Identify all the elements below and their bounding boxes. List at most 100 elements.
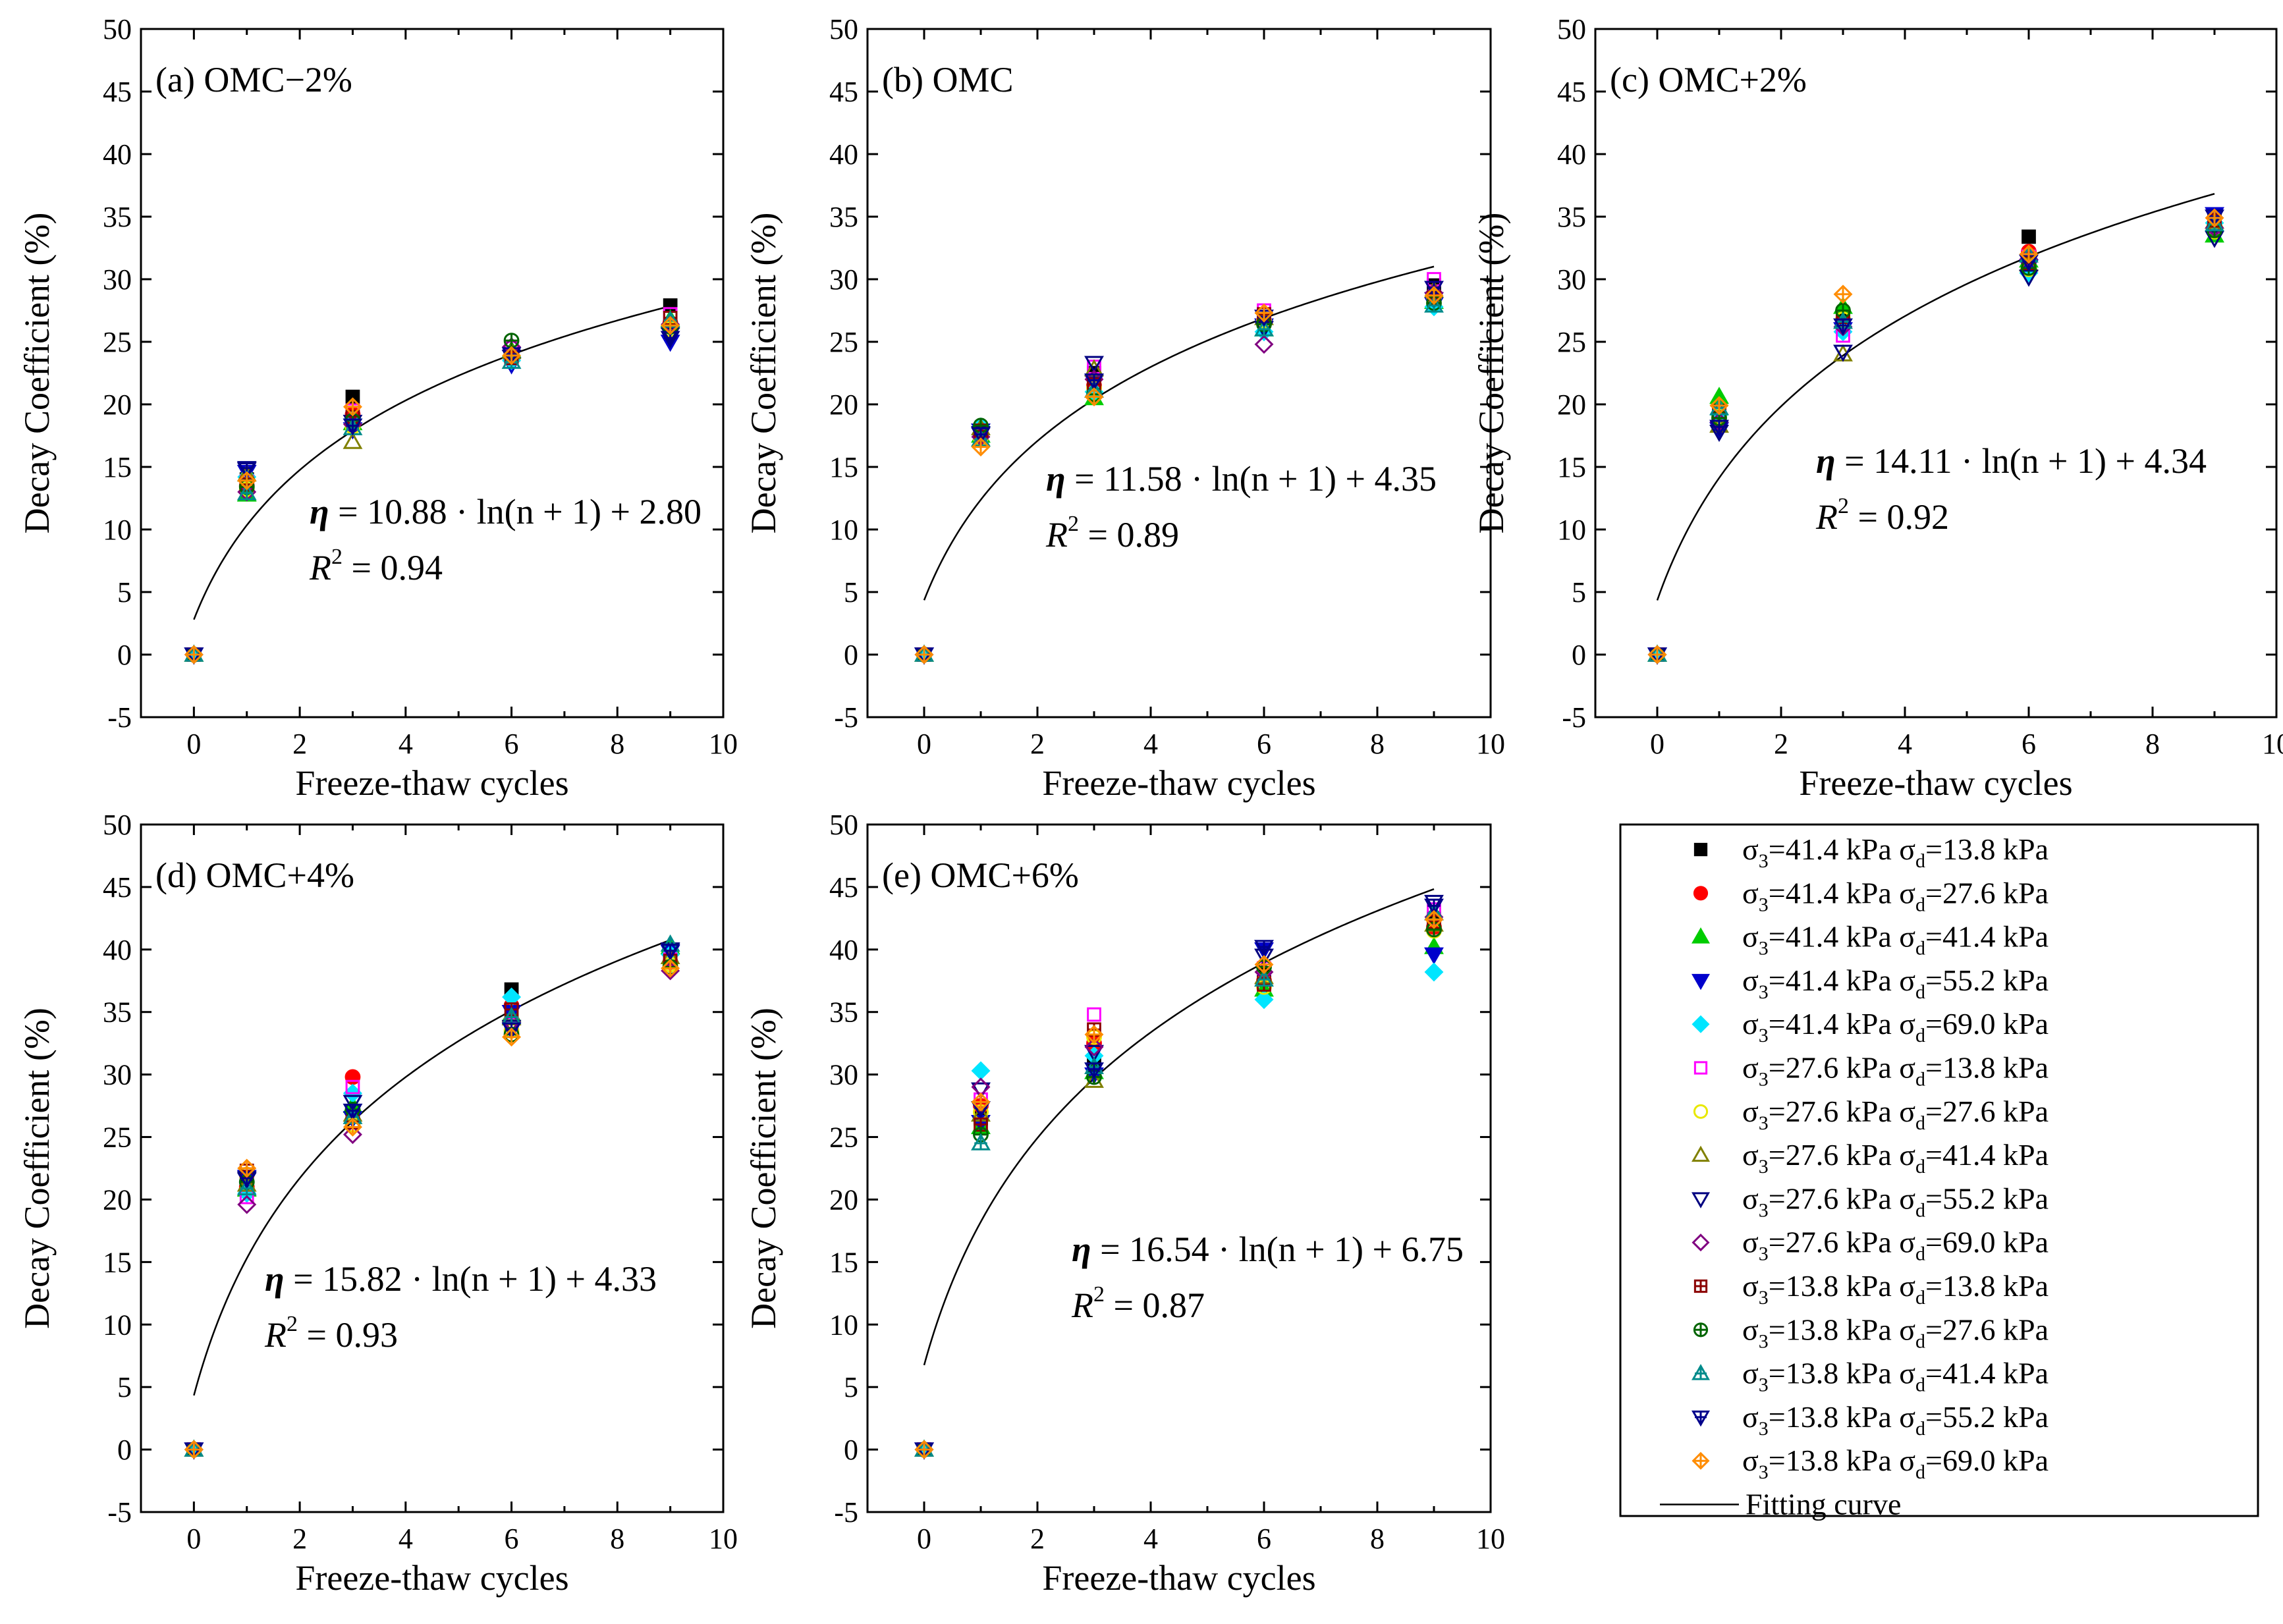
legend-item: σ3=13.8 kPa σd=69.0 kPa: [1692, 1444, 2049, 1483]
legend-sigmad-value: =13.8 kPa: [1925, 1051, 2049, 1085]
data-point: [2205, 208, 2224, 228]
y-tick-label: 45: [829, 871, 858, 904]
y-tick-label: 25: [1557, 326, 1586, 358]
y-tick-label: 35: [103, 201, 132, 233]
data-point: [1084, 1037, 1104, 1057]
y-tick-label: 5: [1572, 576, 1586, 609]
legend-sigma3-symbol: σ: [1742, 1226, 1759, 1259]
legend-label: σ3=41.4 kPa σd=27.6 kPa: [1742, 876, 2049, 915]
legend-sigma3-value: =27.6 kPa: [1769, 1051, 1899, 1085]
legend-sigmad-sub: d: [1915, 981, 1925, 1003]
legend-sigmad-symbol: σ: [1899, 1226, 1915, 1259]
legend-sigmad-sub: d: [1915, 1287, 1925, 1309]
x-tick-label: 2: [292, 728, 307, 760]
y-tick-label: 0: [1572, 639, 1586, 671]
y-tick-label: 0: [844, 639, 858, 671]
data-points: [1647, 207, 2224, 665]
data-point: [343, 418, 363, 436]
y-tick-label: 20: [103, 1183, 132, 1216]
legend-sigma3-sub: 3: [1759, 850, 1769, 872]
y-tick-label: 50: [829, 809, 858, 841]
legend-item: σ3=27.6 kPa σd=27.6 kPa: [1693, 1095, 2049, 1134]
legend-label: σ3=27.6 kPa σd=41.4 kPa: [1742, 1138, 2049, 1177]
legend-item: σ3=27.6 kPa σd=55.2 kPa: [1692, 1181, 2049, 1221]
legend-sigma3-value: =13.8 kPa: [1769, 1400, 1899, 1434]
legend-sigma3-sub: 3: [1759, 1374, 1769, 1396]
legend-sigmad-sub: d: [1915, 1156, 1925, 1177]
y-tick-label: 50: [829, 13, 858, 45]
data-point: [343, 397, 362, 417]
data-point: [914, 645, 934, 664]
data-point: [502, 346, 522, 365]
r-squared: R2 = 0.93: [264, 1312, 398, 1355]
data-point: [1254, 955, 1274, 975]
legend-sigmad-symbol: σ: [1899, 1051, 1915, 1085]
legend-sigmad-symbol: σ: [1899, 1007, 1915, 1041]
legend-sigma3-sub: 3: [1759, 1069, 1769, 1091]
x-tick-label: 0: [917, 728, 931, 760]
y-axis-label: Decay Coefficient (%): [17, 1008, 57, 1329]
x-axis-label: Freeze-thaw cycles: [295, 1558, 568, 1598]
legend-sigmad-symbol: σ: [1899, 920, 1915, 954]
legend-label: σ3=13.8 kPa σd=27.6 kPa: [1742, 1313, 2049, 1352]
r-squared-value: = 0.89: [1079, 515, 1179, 555]
x-tick-label: 2: [1030, 1523, 1045, 1555]
y-tick-label: 30: [829, 1059, 858, 1091]
legend-sigma3-symbol: σ: [1742, 1444, 1759, 1477]
legend-label: σ3=27.6 kPa σd=55.2 kPa: [1742, 1181, 2049, 1221]
r-squared-symbol: R: [309, 548, 331, 587]
equation-eta: η: [1816, 441, 1836, 481]
fit-equation: η = 11.58 · ln(n + 1) + 4.35: [1046, 459, 1437, 499]
y-tick-label: 5: [844, 1371, 858, 1403]
x-tick-label: 4: [1143, 728, 1158, 760]
y-tick-label: 30: [829, 263, 858, 296]
legend-sigmad-symbol: σ: [1899, 1181, 1915, 1215]
x-tick-label: 8: [2145, 728, 2160, 760]
data-points: [184, 934, 680, 1460]
legend-label: σ3=13.8 kPa σd=41.4 kPa: [1742, 1357, 2049, 1396]
legend-sigmad-sub: d: [1915, 894, 1925, 915]
panel-label: (a) OMC−2%: [155, 60, 352, 99]
y-tick-label: 45: [103, 76, 132, 108]
legend-label: σ3=41.4 kPa σd=55.2 kPa: [1742, 963, 2049, 1003]
legend-marker: [1692, 1364, 1710, 1380]
legend-sigmad-value: =55.2 kPa: [1925, 963, 2049, 997]
legend-sigma3-sub: 3: [1759, 938, 1769, 960]
legend-sigmad-value: =69.0 kPa: [1925, 1007, 2049, 1041]
x-tick-label: 8: [1370, 728, 1385, 760]
x-tick-label: 6: [1257, 728, 1271, 760]
legend-sigma3-value: =41.4 kPa: [1769, 876, 1899, 909]
equation-body: = 11.58 · ln(n + 1) + 4.35: [1066, 459, 1437, 499]
data-point: [1084, 1062, 1104, 1080]
x-tick-label: 2: [1774, 728, 1788, 760]
y-tick-label: 0: [844, 1434, 858, 1466]
data-point: [971, 437, 991, 457]
legend-marker: [1692, 1015, 1710, 1033]
y-tick-label: 10: [103, 1309, 132, 1341]
legend-sigmad-value: =55.2 kPa: [1925, 1400, 2049, 1434]
legend-sigma3-sub: 3: [1759, 1461, 1769, 1483]
y-tick-label: 40: [1557, 138, 1586, 171]
legend-item: σ3=41.4 kPa σd=55.2 kPa: [1692, 963, 2049, 1003]
x-axis-label: Freeze-thaw cycles: [1042, 1558, 1315, 1598]
fit-equation: η = 15.82 · ln(n + 1) + 4.33: [265, 1259, 657, 1299]
y-tick-label: 15: [829, 451, 858, 483]
legend-sigmad-sub: d: [1915, 1461, 1925, 1483]
legend-item: σ3=41.4 kPa σd=41.4 kPa: [1692, 920, 2049, 960]
legend-item: σ3=41.4 kPa σd=27.6 kPa: [1693, 876, 2049, 915]
y-tick-label: 20: [829, 389, 858, 421]
legend-sigma3-value: =13.8 kPa: [1769, 1357, 1899, 1390]
legend-item: σ3=41.4 kPa σd=69.0 kPa: [1692, 1007, 2049, 1046]
legend-sigma3-symbol: σ: [1742, 1313, 1759, 1346]
r-squared: R2 = 0.89: [1045, 512, 1179, 555]
legend-marker: [1693, 1061, 1708, 1075]
y-tick-label: 0: [117, 639, 132, 671]
legend-sigmad-sub: d: [1915, 1069, 1925, 1091]
y-tick-label: 15: [1557, 451, 1586, 483]
x-tick-label: 0: [1650, 728, 1664, 760]
legend-sigmad-sub: d: [1915, 1330, 1925, 1352]
x-tick-label: 10: [1476, 1523, 1505, 1555]
legend-item: σ3=27.6 kPa σd=41.4 kPa: [1692, 1138, 2049, 1177]
legend-item-fit: Fitting curve: [1660, 1488, 1901, 1521]
